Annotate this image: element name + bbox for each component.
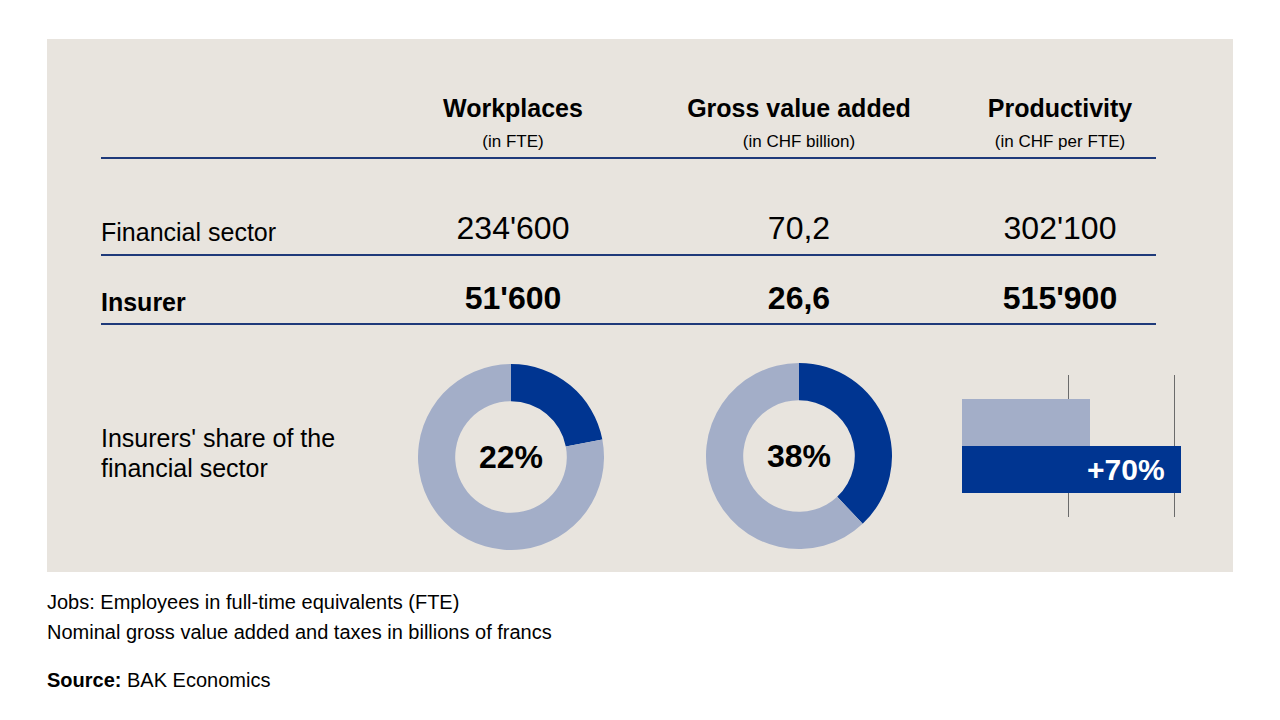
html-text:Insurers' share of the financi: Insurers' share of the financial sector (101, 424, 336, 482)
html-text:(in FTE): (in FTE) (482, 132, 544, 151)
html-text:515'900: 515'900 (1002, 280, 1118, 316)
html-text:234'600: 234'600 (456, 210, 570, 246)
svg-text:38%: 38% (767, 438, 831, 474)
svg-text:22%: 22% (479, 439, 543, 475)
html-text:Workplaces: Workplaces (443, 94, 583, 122)
html-text:Nominal gross value added and: Nominal gross value added and taxes in b… (47, 621, 552, 643)
html-text:Financial sector: Financial sector (101, 218, 277, 246)
html-text:Jobs: Employees in full-time e: Jobs: Employees in full-time equivalents… (47, 591, 460, 613)
html-text:(in CHF per FTE): (in CHF per FTE) (994, 132, 1126, 151)
html-text:Productivity: Productivity (987, 94, 1133, 122)
svg-text:+70%: +70% (1087, 453, 1165, 486)
html-text:Insurer: Insurer (101, 288, 186, 316)
html-text:(in CHF billion): (in CHF billion) (742, 132, 856, 151)
html-text:Source: BAK Economics: Source: BAK Economics (47, 669, 271, 691)
html-text:302'100: 302'100 (1003, 210, 1117, 246)
html-text:51'600: 51'600 (464, 280, 562, 316)
html-text:70,2: 70,2 (767, 210, 831, 246)
html-text:Gross value added: Gross value added (687, 94, 911, 122)
html-text:26,6: 26,6 (767, 280, 831, 316)
